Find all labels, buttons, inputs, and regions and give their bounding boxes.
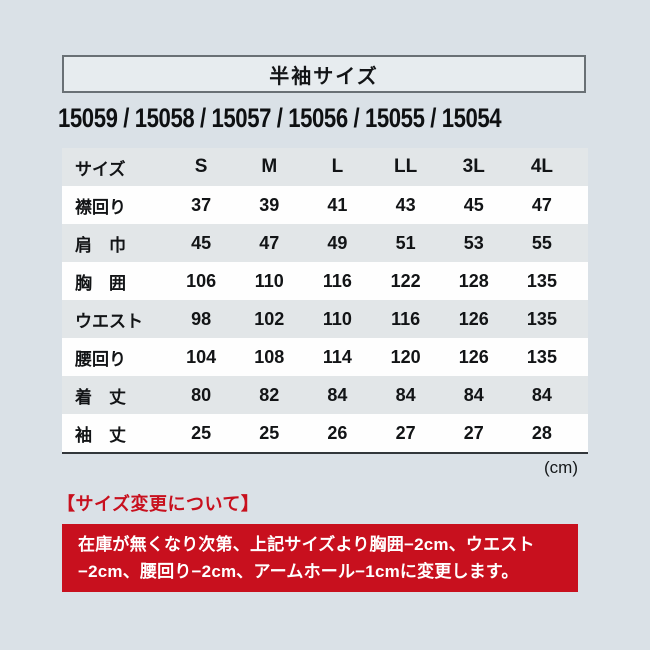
size-cell: 47 (531, 194, 552, 215)
size-cell: 84 (327, 384, 348, 405)
size-cell: 45 (463, 194, 484, 215)
size-cell: 84 (531, 384, 552, 405)
size-cell: 82 (259, 384, 280, 405)
table-row: 腰回り 104 108 114 120 126 135 (62, 338, 588, 376)
size-cell: 41 (327, 194, 348, 215)
size-cell: 39 (259, 194, 280, 215)
column-header: 3L (462, 156, 485, 177)
size-cell: 135 (526, 346, 557, 367)
size-cell: 53 (463, 232, 484, 253)
size-cell: 135 (526, 308, 557, 329)
size-cell: 55 (531, 232, 552, 253)
size-cell: 104 (186, 346, 217, 367)
row-label: 腰回り (75, 349, 126, 369)
size-cell: 114 (322, 346, 352, 367)
page-title: 半袖サイズ (269, 65, 379, 88)
notice-text-line2: −2cm、腰回り−2cm、アームホール−1cmに変更します。 (78, 562, 519, 581)
size-table: サイズ S M L LL 3L 4L 襟回り 37 39 41 43 45 47 肩 巾 45 47 49 51 53… (62, 148, 588, 454)
size-cell: 135 (526, 270, 557, 291)
product-codes: 15059 / 15058 / 15057 / 15056 / 15055 / … (58, 103, 592, 137)
size-cell: 37 (191, 194, 212, 215)
size-cell: 47 (259, 232, 280, 253)
size-cell: 116 (391, 308, 421, 329)
column-header: LL (393, 156, 418, 177)
notice-heading: 【サイズ変更について】 (57, 494, 260, 514)
row-label: 着 丈 (75, 387, 126, 407)
size-cell: 49 (327, 232, 348, 253)
row-label: 袖 丈 (75, 425, 126, 445)
size-cell: 128 (458, 270, 489, 291)
table-row: 袖 丈 25 25 26 27 27 28 (62, 414, 588, 452)
table-header-row: サイズ S M L LL 3L 4L (62, 148, 588, 186)
size-cell: 108 (254, 346, 285, 367)
size-cell: 110 (322, 308, 352, 329)
row-label: サイズ (75, 159, 126, 179)
row-label: 胸 囲 (75, 273, 126, 293)
size-cell: 43 (395, 194, 416, 215)
size-cell: 98 (191, 308, 212, 329)
size-cell: 84 (395, 384, 416, 405)
column-header: S (194, 156, 208, 177)
size-cell: 126 (458, 308, 489, 329)
row-label: ウエスト (75, 311, 143, 331)
size-cell: 106 (186, 270, 217, 291)
size-cell: 126 (458, 346, 489, 367)
size-cell: 25 (259, 422, 280, 443)
notice-text-line1: 在庫が無くなり次第、上記サイズより胸囲−2cm、ウエスト (78, 535, 535, 554)
table-row: 着 丈 80 82 84 84 84 84 (62, 376, 588, 414)
size-cell: 80 (191, 384, 212, 405)
size-cell: 110 (254, 270, 284, 291)
size-cell: 122 (390, 270, 421, 291)
row-label: 襟回り (75, 197, 126, 217)
row-label: 肩 巾 (75, 235, 126, 255)
size-cell: 120 (390, 346, 421, 367)
size-cell: 102 (254, 308, 285, 329)
table-row: 肩 巾 45 47 49 51 53 55 (62, 224, 588, 262)
column-header: L (331, 156, 344, 177)
column-header: 4L (530, 156, 554, 177)
size-cell: 27 (463, 422, 484, 443)
unit-label: (cm) (544, 458, 578, 477)
size-cell: 84 (463, 384, 484, 405)
size-cell: 45 (191, 232, 212, 253)
title-box: 半袖サイズ (62, 55, 586, 93)
size-cell: 28 (531, 422, 552, 443)
product-codes-text: 15059 / 15058 / 15057 / 15056 / 15055 / … (58, 103, 502, 133)
size-cell: 26 (327, 422, 348, 443)
table-row: ウエスト 98 102 110 116 126 135 (62, 300, 588, 338)
table-row: 胸 囲 106 110 116 122 128 135 (62, 262, 588, 300)
notice-box: 在庫が無くなり次第、上記サイズより胸囲−2cm、ウエスト −2cm、腰回り−2c… (62, 524, 578, 592)
size-cell: 51 (395, 232, 416, 253)
size-cell: 25 (191, 422, 212, 443)
size-cell: 27 (395, 422, 416, 443)
size-cell: 116 (322, 270, 352, 291)
column-header: M (261, 156, 278, 177)
table-row: 襟回り 37 39 41 43 45 47 (62, 186, 588, 224)
